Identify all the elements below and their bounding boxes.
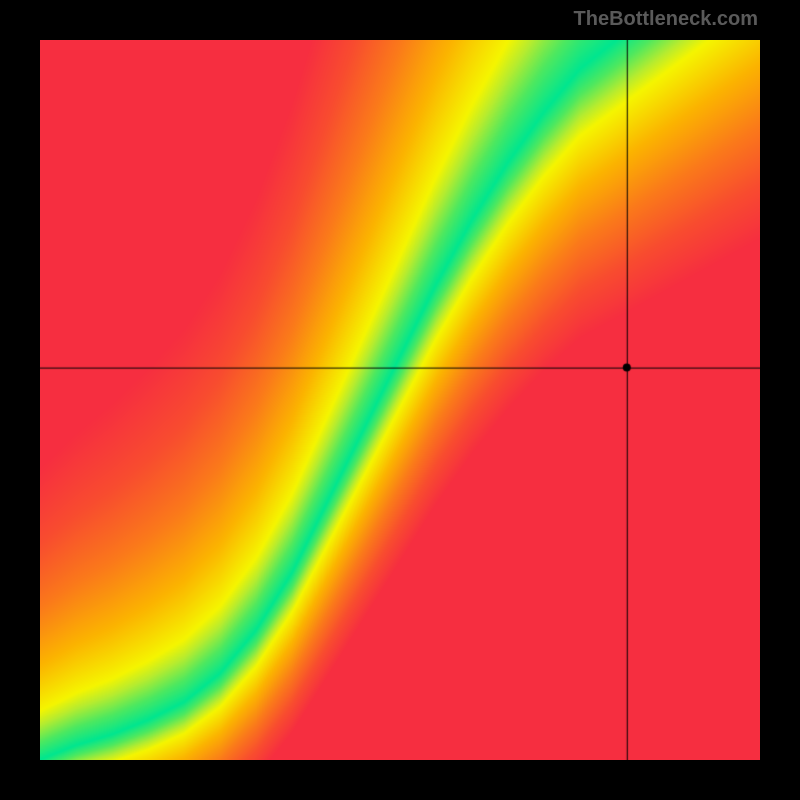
heatmap-canvas	[40, 40, 760, 760]
plot-area	[40, 40, 760, 760]
chart-container: TheBottleneck.com	[0, 0, 800, 800]
watermark-text: TheBottleneck.com	[574, 8, 758, 31]
